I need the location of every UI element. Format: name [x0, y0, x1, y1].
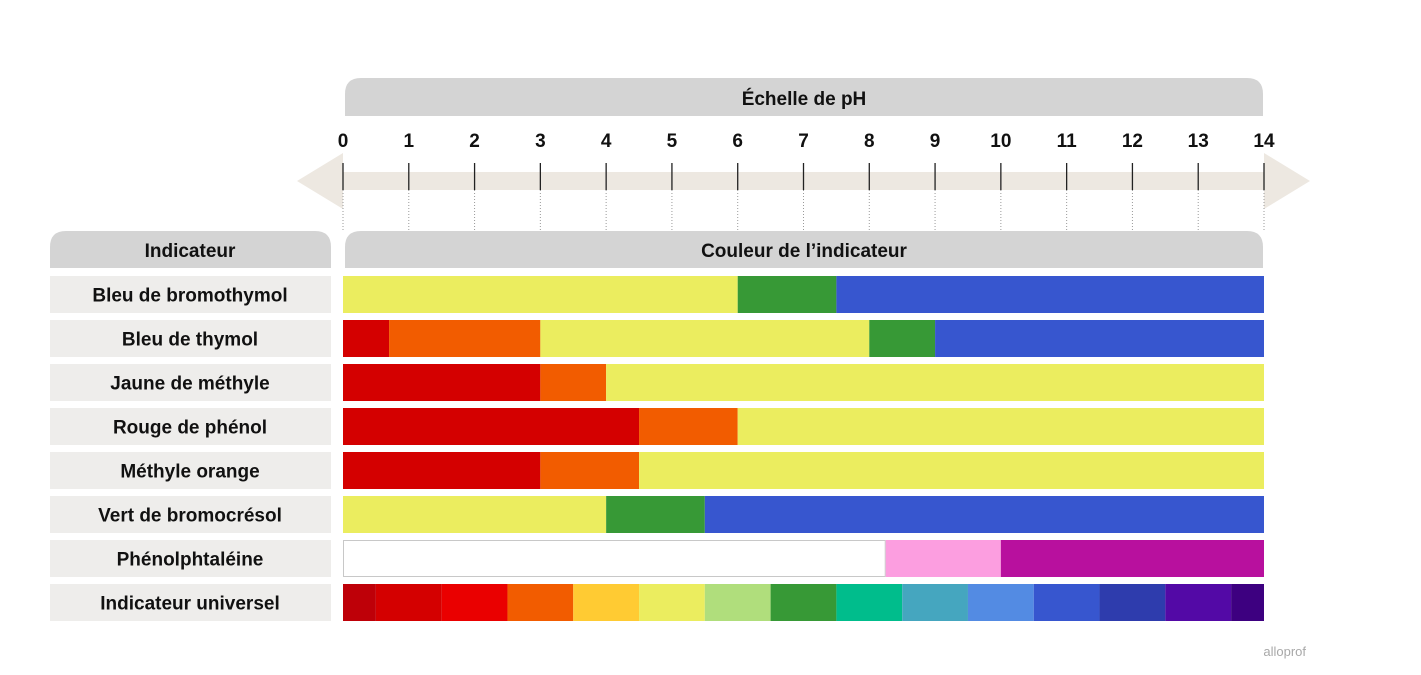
color-segment	[343, 276, 738, 313]
color-segment	[343, 584, 376, 621]
color-segment	[836, 584, 903, 621]
color-segment	[704, 496, 1264, 533]
tick-label-5: 5	[667, 131, 678, 152]
row-label: Vert de bromocrésol	[98, 506, 282, 527]
indicator-header-box	[50, 231, 331, 268]
ph-scale-title: Échelle de pH	[742, 88, 867, 110]
color-header: Couleur de l’indicateur	[701, 241, 907, 262]
axis-arrow-right	[1264, 153, 1310, 209]
tick-label-10: 10	[990, 131, 1011, 152]
color-segment	[967, 584, 1034, 621]
color-segment	[704, 584, 771, 621]
color-segment	[343, 452, 541, 489]
tick-label-3: 3	[535, 131, 546, 152]
tick-label-11: 11	[1057, 131, 1078, 152]
tick-label-0: 0	[338, 131, 349, 152]
row-label: Phénolphtaléine	[117, 550, 264, 571]
row-label: Bleu de thymol	[122, 330, 258, 351]
indicator-rows: Bleu de bromothymol Bleu de thymol Jaune d…	[50, 276, 1264, 621]
color-segment	[375, 584, 442, 621]
row-label: Bleu de bromothymol	[92, 286, 287, 307]
color-segment	[639, 408, 738, 445]
tick-label-12: 12	[1122, 131, 1143, 152]
color-segment	[540, 320, 870, 357]
color-segment	[343, 540, 886, 577]
row-label: Jaune de méthyle	[110, 374, 269, 395]
color-segment	[343, 408, 640, 445]
gridlines	[342, 190, 1265, 231]
tick-label-2: 2	[469, 131, 480, 152]
color-segment	[1000, 540, 1264, 577]
axis-arrow-left	[297, 153, 343, 209]
row-label: Méthyle orange	[120, 462, 259, 483]
indicator-row: Bleu de bromothymol	[50, 276, 1264, 313]
tick-label-14: 14	[1253, 131, 1275, 152]
tick-label-8: 8	[864, 131, 875, 152]
color-segment	[606, 496, 705, 533]
indicator-row: Indicateur universel	[50, 584, 1264, 621]
color-segment	[1099, 584, 1166, 621]
row-label-box	[50, 584, 331, 621]
tick-label-1: 1	[403, 131, 414, 152]
color-segment	[869, 320, 936, 357]
color-segment	[1165, 584, 1232, 621]
color-segment	[1033, 584, 1100, 621]
axis-ticks: 0 1 2 3 4 5 6 7 8 9 10 11 12 13 14	[338, 131, 1275, 190]
row-label-box	[50, 452, 331, 489]
color-segment	[343, 320, 390, 357]
color-segment	[639, 584, 705, 621]
row-label-box	[50, 364, 331, 401]
color-segment	[389, 320, 541, 357]
indicator-row: Méthyle orange	[50, 452, 1264, 489]
color-header-box	[345, 231, 1263, 268]
indicator-row: Phénolphtaléine	[50, 540, 1264, 577]
color-segment	[540, 364, 607, 401]
color-segment	[573, 584, 640, 621]
color-segment	[639, 452, 1264, 489]
color-segment	[441, 584, 508, 621]
color-segment	[1231, 584, 1264, 621]
row-label-box	[50, 320, 331, 357]
color-segment	[606, 364, 1264, 401]
color-segment	[737, 408, 1264, 445]
tick-label-13: 13	[1188, 131, 1209, 152]
tick-label-6: 6	[732, 131, 743, 152]
row-label-box	[50, 540, 331, 577]
alloprof-logo: alloprof	[1263, 644, 1306, 659]
color-segment	[343, 364, 541, 401]
color-segment	[507, 584, 574, 621]
indicator-row: Rouge de phénol	[50, 408, 1264, 445]
tick-label-9: 9	[930, 131, 941, 152]
row-label-box	[50, 496, 331, 533]
color-segment	[737, 276, 837, 313]
tick-label-7: 7	[798, 131, 809, 152]
color-segment	[836, 276, 1264, 313]
color-segment	[540, 452, 640, 489]
color-segment	[902, 584, 968, 621]
color-segment	[935, 320, 1264, 357]
indicator-row: Vert de bromocrésol	[50, 496, 1264, 533]
tick-label-4: 4	[601, 131, 612, 152]
color-segment	[343, 496, 607, 533]
ph-scale-header	[345, 78, 1263, 116]
row-label-box	[50, 408, 331, 445]
indicator-header: Indicateur	[145, 241, 236, 262]
color-segment	[885, 540, 1001, 577]
indicator-row: Bleu de thymol	[50, 320, 1264, 357]
indicator-row: Jaune de méthyle	[50, 364, 1264, 401]
row-label-box	[50, 276, 331, 313]
row-label: Rouge de phénol	[113, 418, 267, 439]
row-label: Indicateur universel	[100, 594, 280, 615]
color-segment	[770, 584, 837, 621]
